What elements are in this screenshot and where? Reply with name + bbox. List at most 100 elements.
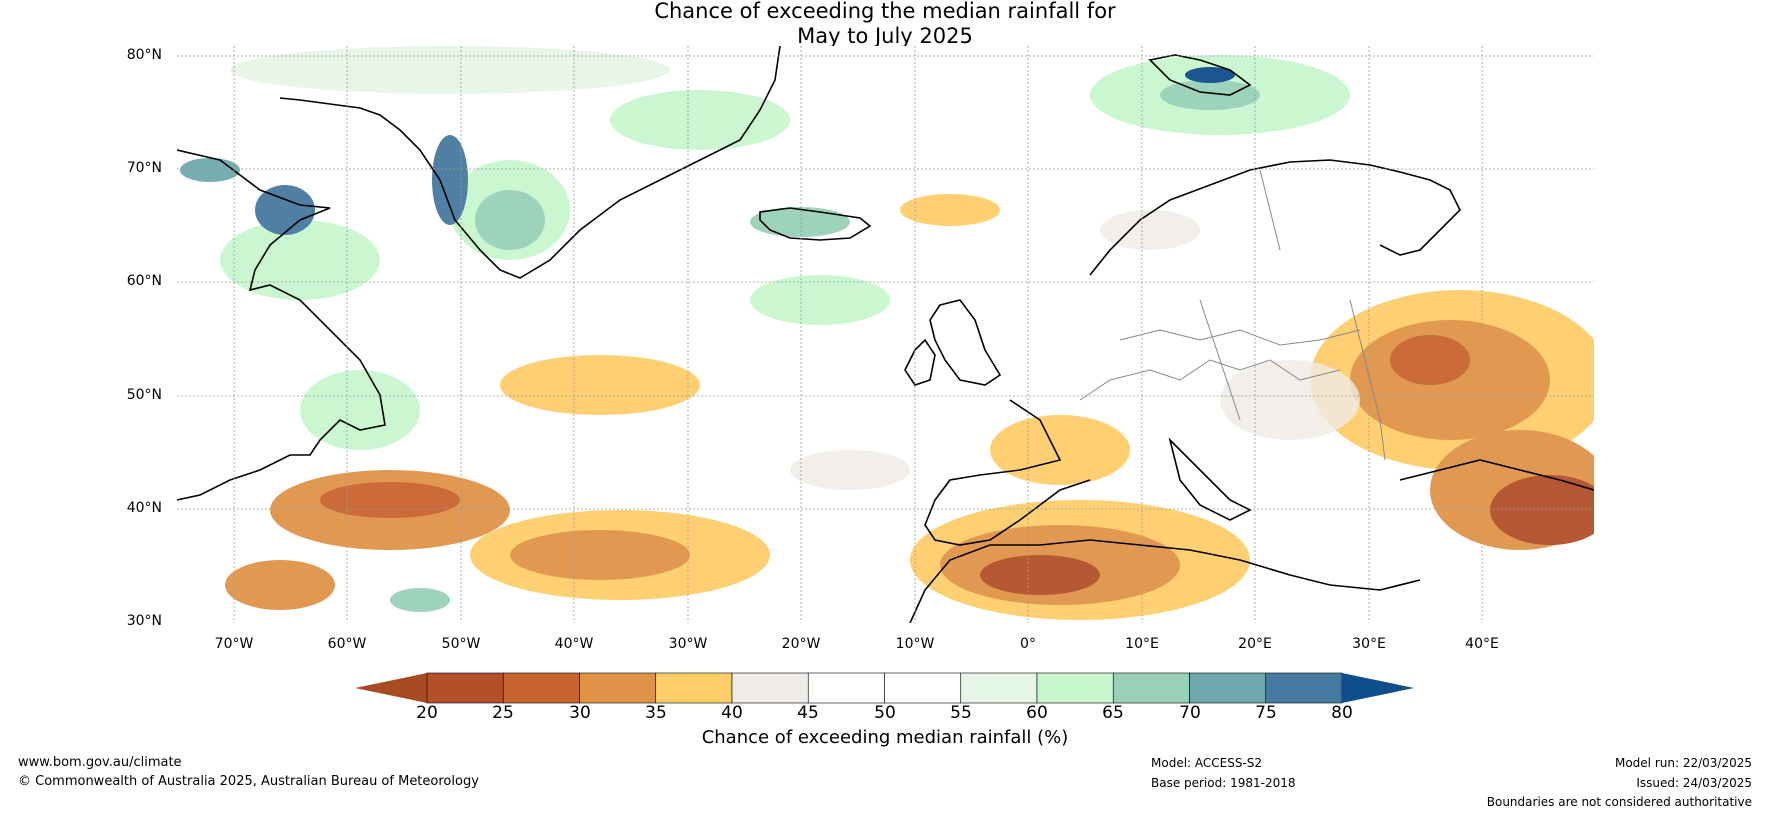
coastline-iceland <box>759 207 872 241</box>
colorbar-segment <box>807 672 885 704</box>
lat-label-80n: 80°N <box>126 47 162 63</box>
coastline-black-sea <box>1399 459 1594 491</box>
colorbar-segment <box>426 672 504 704</box>
lon-label-30w: 30°W <box>668 636 708 652</box>
lon-label-30e: 30°E <box>1352 636 1386 652</box>
lat-label-30n: 30°N <box>126 613 162 629</box>
coastline-scandinavia <box>1089 159 1461 276</box>
footer-model-run: Model run: 22/03/2025 <box>1614 756 1752 770</box>
colorbar-segment <box>1036 672 1114 704</box>
colorbar-tick-30: 30 <box>569 703 591 723</box>
coastline-iberia-france <box>924 399 1091 546</box>
wet-region-arctic <box>230 46 670 94</box>
wet-core-svalbard <box>1160 80 1260 110</box>
coastline-italy <box>1168 437 1252 521</box>
wet-region-newfoundland <box>300 370 420 450</box>
wet-region-baffin-island <box>180 158 240 182</box>
lon-label-70w: 70°W <box>214 636 254 652</box>
colorbar-tick-50: 50 <box>874 703 896 723</box>
colorbar-segment <box>884 672 962 704</box>
lon-label-60w: 60°W <box>327 636 367 652</box>
lat-label-60n: 60°N <box>126 273 162 289</box>
lat-label-40n: 40°N <box>126 500 162 516</box>
wet-core-svalbard-peak <box>1185 67 1235 83</box>
colorbar-label: Chance of exceeding median rainfall (%) <box>701 727 1069 748</box>
colorbar-segment <box>960 672 1038 704</box>
lon-label-20e: 20°E <box>1238 636 1272 652</box>
lon-label-40w: 40°W <box>554 636 594 652</box>
title-line-2: May to July 2025 <box>797 24 973 48</box>
colorbar-extend-low <box>355 673 427 703</box>
footer-disclaimer: Boundaries are not considered authoritat… <box>1486 795 1752 809</box>
colorbar-segment <box>731 672 809 704</box>
chart-title: Chance of exceeding the median rainfall … <box>0 0 1770 49</box>
border-line-3 <box>1199 299 1241 421</box>
coastline-ireland <box>904 338 936 386</box>
colorbar-tick-65: 65 <box>1102 703 1124 723</box>
dry-regions <box>225 194 1594 620</box>
colorbar-tick-45: 45 <box>797 703 819 723</box>
border-line-2 <box>1119 329 1361 346</box>
colorbar-segment <box>1189 672 1267 704</box>
lat-label-70n: 70°N <box>126 160 162 176</box>
colorbar-segment <box>1112 672 1190 704</box>
dry-region-north-sea <box>900 194 1000 226</box>
lon-label-10w: 10°W <box>895 636 935 652</box>
colorbar-tick-60: 60 <box>1026 703 1048 723</box>
dry-core-atlantic-central <box>510 530 690 580</box>
colorbar-tick-20: 20 <box>416 703 438 723</box>
title-line-1: Chance of exceeding the median rainfall … <box>654 0 1116 23</box>
colorbar-tick-40: 40 <box>721 703 743 723</box>
neutral-region-balkans <box>1220 360 1360 440</box>
dry-region-sw-atlantic <box>225 560 335 610</box>
colorbar-tick-55: 55 <box>950 703 972 723</box>
lon-label-40e: 40°E <box>1465 636 1499 652</box>
footer-issued: Issued: 24/03/2025 <box>1636 776 1752 790</box>
coastline-greenland <box>279 46 781 279</box>
colorbar-segment <box>1265 672 1343 704</box>
coastlines <box>177 46 1594 623</box>
lon-label-50w: 50°W <box>441 636 481 652</box>
footer-base-period: Base period: 1981-2018 <box>1151 776 1296 790</box>
border-line-4 <box>1349 299 1386 461</box>
dry-region-france <box>990 415 1130 485</box>
footer-website: www.bom.gov.au/climate <box>18 755 182 770</box>
colorbar <box>355 672 1414 704</box>
wet-regions <box>180 46 1350 612</box>
dry-core-atlantic-west <box>320 482 460 518</box>
dry-center-eastern-europe <box>1390 335 1470 385</box>
wet-region-iceland <box>750 207 850 237</box>
wet-region-subtropical <box>390 588 450 612</box>
coastline-svalbard <box>1148 54 1252 96</box>
colorbar-tick-75: 75 <box>1255 703 1277 723</box>
coastline-britain <box>929 299 1002 386</box>
colorbar-extend-high <box>1342 673 1414 703</box>
gridlines <box>177 46 1594 623</box>
coastline-north-america <box>177 149 386 501</box>
colorbar-tick-25: 25 <box>492 703 514 723</box>
neutral-region-atlantic <box>790 450 910 490</box>
lon-label-20w: 20°W <box>781 636 821 652</box>
lat-label-50n: 50°N <box>126 387 162 403</box>
colorbar-tick-35: 35 <box>645 703 667 723</box>
map-layers <box>177 46 1594 623</box>
dry-region-mid-atlantic <box>500 355 700 415</box>
wet-region-baffin <box>220 220 380 300</box>
colorbar-segment <box>579 672 657 704</box>
dry-core-turkey <box>1490 475 1594 545</box>
wet-region-south-of-iceland <box>750 275 890 325</box>
lon-label-10e: 10°E <box>1125 636 1159 652</box>
wet-core-greenland-west <box>432 135 468 225</box>
dry-center-north-africa <box>980 555 1100 595</box>
coastline-north-africa <box>909 539 1421 623</box>
colorbar-segment <box>502 672 580 704</box>
colorbar-tick-70: 70 <box>1179 703 1201 723</box>
footer-copyright: © Commonwealth of Australia 2025, Austra… <box>18 774 479 789</box>
wet-region-arctic-center <box>610 90 790 150</box>
colorbar-segment <box>655 672 733 704</box>
country-borders <box>1079 169 1386 461</box>
lon-label-0: 0° <box>1020 636 1036 652</box>
wet-core-greenland <box>475 190 545 250</box>
footer-model: Model: ACCESS-S2 <box>1151 756 1263 770</box>
